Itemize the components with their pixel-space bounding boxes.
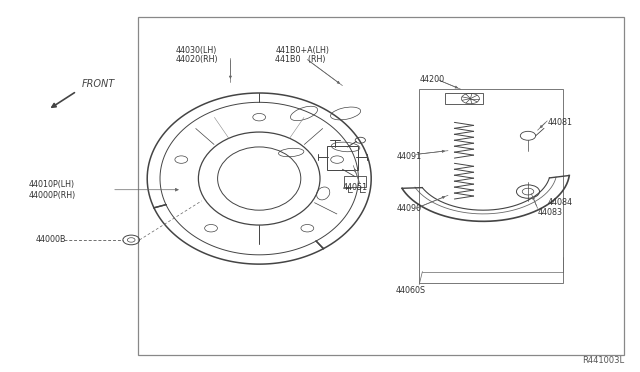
Text: R441003L: R441003L	[582, 356, 624, 365]
Text: 44200: 44200	[419, 76, 444, 84]
Text: 44010P(LH): 44010P(LH)	[29, 180, 75, 189]
Text: 44051: 44051	[342, 183, 367, 192]
Text: 44084: 44084	[547, 198, 572, 207]
Text: 44020(RH): 44020(RH)	[176, 55, 219, 64]
Text: 44090: 44090	[397, 204, 422, 213]
Text: 44083: 44083	[538, 208, 563, 217]
Bar	[419, 89, 563, 283]
Text: FRONT: FRONT	[81, 79, 115, 89]
Text: 44060S: 44060S	[396, 286, 426, 295]
Text: 441B0+A(LH): 441B0+A(LH)	[275, 46, 329, 55]
Text: 44030(LH): 44030(LH)	[176, 46, 218, 55]
Text: 44000P(RH): 44000P(RH)	[29, 191, 76, 200]
Text: 44081: 44081	[547, 118, 572, 127]
Bar	[138, 17, 624, 355]
Text: 44091: 44091	[397, 152, 422, 161]
Text: 441B0   (RH): 441B0 (RH)	[275, 55, 326, 64]
Text: 44000B: 44000B	[35, 235, 66, 244]
